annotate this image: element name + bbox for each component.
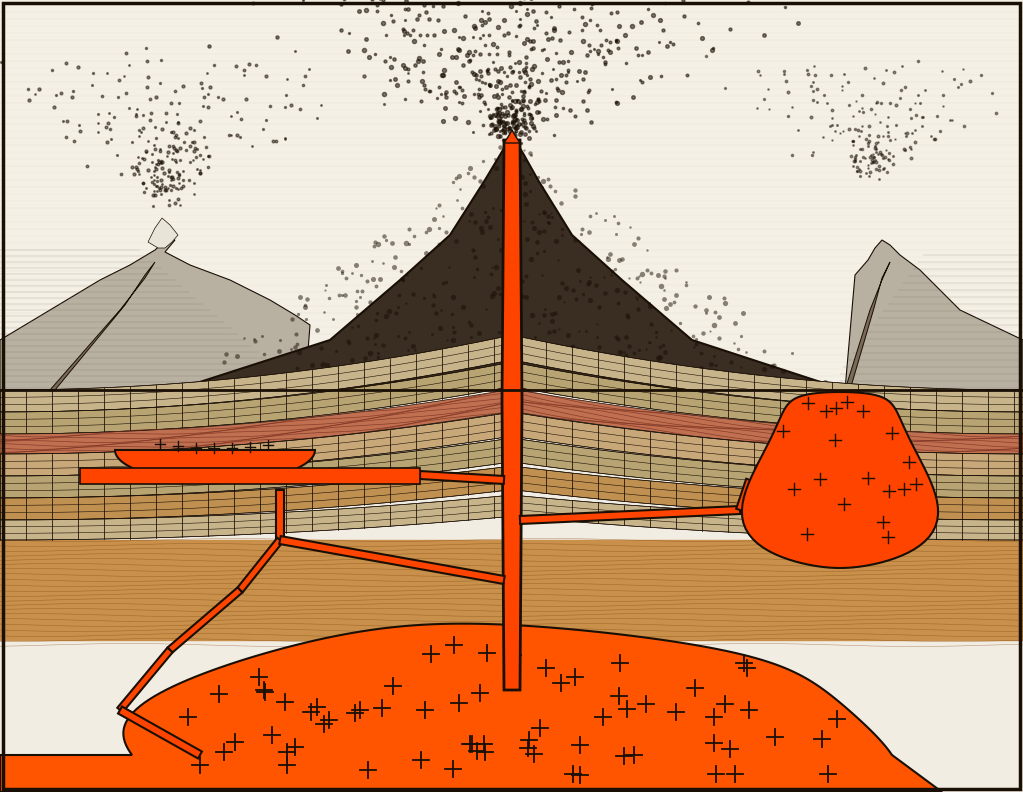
Polygon shape — [0, 495, 1023, 540]
Polygon shape — [845, 240, 1023, 390]
Polygon shape — [419, 471, 504, 484]
Polygon shape — [80, 468, 420, 484]
Polygon shape — [0, 335, 1023, 412]
Polygon shape — [0, 238, 310, 390]
Polygon shape — [0, 438, 1023, 498]
Polygon shape — [502, 140, 522, 690]
Polygon shape — [50, 262, 155, 390]
Polygon shape — [118, 648, 173, 712]
Bar — [0, 0, 1023, 390]
Polygon shape — [737, 478, 754, 512]
Polygon shape — [520, 506, 741, 524]
Polygon shape — [279, 536, 504, 584]
Polygon shape — [280, 471, 420, 483]
Polygon shape — [276, 490, 284, 540]
Polygon shape — [742, 392, 938, 568]
Polygon shape — [239, 465, 281, 483]
Polygon shape — [118, 706, 202, 759]
Polygon shape — [0, 362, 1023, 434]
Polygon shape — [168, 588, 242, 653]
Polygon shape — [0, 466, 1023, 520]
Polygon shape — [0, 389, 1023, 454]
Polygon shape — [148, 218, 178, 248]
Polygon shape — [237, 538, 282, 592]
Polygon shape — [0, 412, 1023, 476]
Polygon shape — [504, 130, 520, 143]
Polygon shape — [175, 135, 845, 390]
Polygon shape — [845, 262, 890, 390]
Polygon shape — [0, 623, 942, 792]
Polygon shape — [115, 450, 315, 482]
